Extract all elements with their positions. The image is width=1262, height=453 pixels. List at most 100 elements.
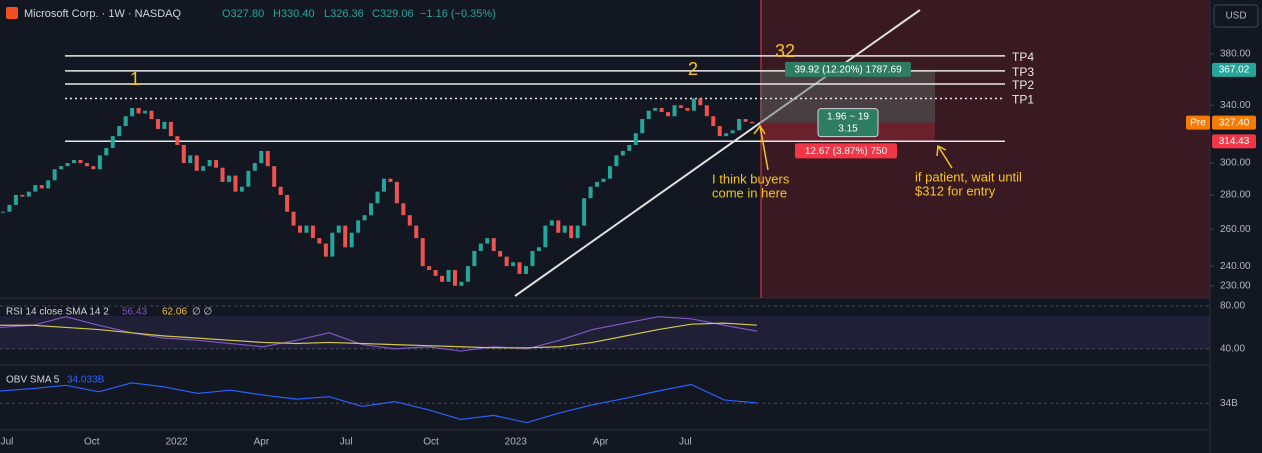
candle bbox=[485, 238, 490, 244]
candle bbox=[711, 116, 716, 127]
candle bbox=[84, 163, 89, 167]
candle bbox=[323, 243, 328, 257]
candle bbox=[168, 121, 173, 137]
candle bbox=[317, 238, 322, 244]
candle bbox=[381, 178, 386, 192]
y-tick-label: 34B bbox=[1220, 398, 1238, 409]
level-label: TP4 bbox=[1012, 50, 1034, 64]
y-tick-label: 80.00 bbox=[1220, 301, 1245, 312]
candle bbox=[149, 110, 154, 120]
candle bbox=[130, 107, 135, 117]
candle bbox=[194, 155, 199, 171]
ohlc-change: −1.16 (−0.35%) bbox=[420, 8, 496, 20]
candle bbox=[226, 175, 231, 182]
annotation: if patient, wait until bbox=[915, 169, 1022, 184]
candle bbox=[39, 185, 44, 189]
candle bbox=[491, 238, 496, 251]
candle bbox=[52, 169, 57, 181]
x-tick-label: Apr bbox=[593, 437, 609, 448]
x-tick-label: 2023 bbox=[505, 437, 528, 448]
pre-tag bbox=[1186, 115, 1210, 130]
candle bbox=[239, 186, 244, 192]
candle bbox=[446, 269, 451, 282]
candle bbox=[220, 167, 225, 182]
candle bbox=[375, 191, 380, 204]
candle bbox=[472, 250, 477, 267]
currency-button[interactable] bbox=[1213, 4, 1259, 28]
candle bbox=[97, 155, 102, 170]
candle bbox=[110, 136, 115, 148]
candle bbox=[214, 159, 219, 168]
y-tick-label: 380.00 bbox=[1220, 49, 1251, 60]
candle bbox=[582, 198, 587, 226]
candle bbox=[717, 126, 722, 137]
candle bbox=[569, 225, 574, 239]
candle bbox=[575, 225, 580, 239]
candle bbox=[633, 133, 638, 145]
values-line bbox=[0, 316, 758, 352]
candle bbox=[730, 130, 735, 134]
logo bbox=[6, 7, 18, 19]
candle bbox=[233, 175, 238, 192]
candle bbox=[620, 150, 625, 156]
price-tag-label: 327.40 bbox=[1219, 117, 1250, 128]
candle bbox=[556, 220, 561, 233]
candle bbox=[394, 181, 399, 204]
annotation: 32 bbox=[775, 41, 795, 61]
rsi-extra: ∅ ∅ bbox=[192, 307, 212, 318]
candle bbox=[91, 166, 96, 170]
candle bbox=[117, 126, 122, 137]
candle bbox=[7, 204, 12, 212]
candle bbox=[104, 147, 109, 156]
obv-value: 34.033B bbox=[67, 375, 105, 386]
candle bbox=[349, 232, 354, 248]
candle bbox=[678, 105, 683, 108]
obv-label: OBV SMA 5 bbox=[6, 375, 60, 386]
rsi-value: 56.43 bbox=[122, 307, 147, 318]
candle bbox=[659, 107, 664, 113]
candle bbox=[201, 166, 206, 171]
candle bbox=[504, 256, 509, 267]
candle bbox=[465, 266, 470, 282]
annotation: $312 for entry bbox=[915, 183, 996, 198]
x-tick-label: Jul bbox=[679, 437, 692, 448]
candle bbox=[614, 155, 619, 167]
candle bbox=[595, 181, 600, 187]
candle bbox=[407, 215, 412, 226]
price-tag-label: 314.43 bbox=[1219, 136, 1250, 147]
arrow bbox=[936, 144, 953, 169]
candle bbox=[46, 180, 51, 189]
candle bbox=[420, 238, 425, 267]
candle bbox=[356, 220, 361, 233]
candle bbox=[459, 281, 464, 286]
target-label: 39.92 (12.20%) 1787.69 bbox=[794, 65, 902, 76]
layer: 380.00340.00300.00280.00260.00240.00230.… bbox=[0, 49, 1256, 448]
candle bbox=[646, 110, 651, 120]
target-tag bbox=[785, 61, 911, 77]
annotation: I think buyers bbox=[712, 171, 790, 186]
candle bbox=[627, 144, 632, 151]
candle bbox=[543, 225, 548, 248]
candle bbox=[330, 232, 335, 257]
y-tick-label: 300.00 bbox=[1220, 158, 1251, 169]
y-tick-label: 230.00 bbox=[1220, 280, 1251, 291]
y-tick-label: 280.00 bbox=[1220, 190, 1251, 201]
y-tick-label: 260.00 bbox=[1220, 224, 1251, 235]
candle bbox=[78, 159, 83, 164]
rsi-band bbox=[0, 316, 1210, 349]
candle bbox=[362, 215, 367, 221]
ratio-box bbox=[817, 108, 879, 138]
candle bbox=[530, 250, 535, 267]
candle bbox=[20, 194, 25, 197]
candle bbox=[588, 186, 593, 199]
candle bbox=[549, 220, 554, 226]
candle bbox=[343, 225, 348, 248]
candle bbox=[511, 262, 516, 267]
annotation: 1 bbox=[130, 69, 140, 89]
candle bbox=[188, 155, 193, 164]
trend-line bbox=[514, 9, 921, 297]
candle bbox=[13, 194, 18, 205]
candle bbox=[291, 211, 296, 226]
symbol: Microsoft Corp. · 1W · NASDAQ bbox=[24, 8, 182, 20]
stop-label: 12.67 (3.87%) 750 bbox=[805, 146, 888, 157]
